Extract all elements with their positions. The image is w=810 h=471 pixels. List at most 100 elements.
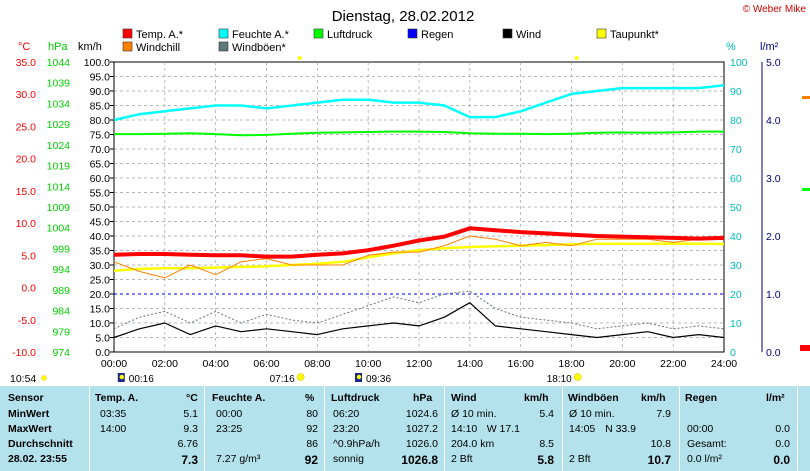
stats-header-sensor: Sensor bbox=[8, 392, 44, 404]
stats-humidity-value: 80 bbox=[306, 408, 318, 420]
series-line-windchill bbox=[113, 235, 724, 279]
weather-chart: Dienstag, 28.02.2012 © Weber Mike Temp. … bbox=[10, 4, 810, 385]
stats-gust-value: 10.7 bbox=[647, 453, 671, 467]
legend-label-5: Taupunkt* bbox=[610, 29, 660, 41]
legend-swatch-6 bbox=[122, 41, 133, 52]
x-tick-label: 04:00 bbox=[203, 358, 229, 370]
stats-temp-time: 14:00 bbox=[100, 423, 127, 435]
stats-wind-mid: W 17.1 bbox=[486, 423, 520, 435]
stats-wind-left: 2 Bft bbox=[451, 453, 473, 465]
stats-temp-value: 7.3 bbox=[181, 453, 198, 467]
humidity-tick-label: 0 bbox=[730, 347, 736, 359]
axes: 35.0 30.0 25.0 20.0 15.0 10.0 5.0 0.0 -5.0 -10.0 1… bbox=[12, 57, 781, 370]
radiation-tick-label: 1.0 bbox=[766, 289, 781, 301]
x-tick-label: 10:00 bbox=[355, 358, 381, 370]
stats-row-label: MinWert bbox=[8, 408, 50, 420]
stats-header-humidity: Feuchte A. bbox=[212, 392, 266, 404]
radiation-tick-label: 2.0 bbox=[766, 231, 781, 243]
moonrise-glyph bbox=[356, 374, 362, 380]
stats-gust-left: 14:05 bbox=[569, 423, 596, 435]
moonset-glyph bbox=[119, 374, 124, 380]
temp-tick-label: 5.0 bbox=[21, 250, 36, 262]
sunrise-time: 07:16 bbox=[270, 374, 295, 385]
stats-rain-value: 0.0 bbox=[775, 438, 790, 450]
stats-wind-value: 5.8 bbox=[537, 453, 554, 467]
pressure-tick-label: 1019 bbox=[47, 161, 71, 173]
series-line-taupunkt bbox=[113, 242, 725, 273]
stats-header-wind: Wind bbox=[451, 392, 477, 404]
stats-header-wind-unit: km/h bbox=[524, 392, 549, 404]
legend-swatch-2 bbox=[313, 28, 324, 39]
temp-tick-label: 0.0 bbox=[21, 283, 36, 295]
stats-header-gusts: Windböen bbox=[568, 392, 619, 404]
radiation-tick-label: 5.0 bbox=[766, 57, 781, 69]
legend-swatch-0 bbox=[122, 28, 133, 39]
legend-label-7: Windböen* bbox=[232, 42, 287, 54]
x-tick-label: 12:00 bbox=[406, 358, 432, 370]
pressure-tick-label: 1004 bbox=[47, 223, 71, 235]
pressure-tick-label: 1024 bbox=[47, 140, 71, 152]
humidity-tick-label: 60 bbox=[730, 173, 742, 185]
pressure-tick-label: 974 bbox=[52, 347, 70, 359]
pressure-tick-label: 1044 bbox=[47, 57, 71, 69]
x-tick-label: 02:00 bbox=[152, 358, 178, 370]
temp-tick-label: 15.0 bbox=[16, 186, 37, 198]
wind-tick-label: 15.0 bbox=[90, 304, 111, 316]
pressure-tick-label: 1014 bbox=[47, 181, 71, 193]
stats-rain-value: 0.0 bbox=[773, 453, 790, 467]
stats-wind-left: 14:10 bbox=[451, 423, 478, 435]
wind-tick-label: 35.0 bbox=[90, 246, 111, 258]
series-layer bbox=[113, 83, 725, 339]
stats-row-label: 28.02. 23:55 bbox=[8, 453, 67, 465]
stats-wind-left: Ø 10 min. bbox=[451, 408, 497, 420]
copyright-label: © Weber Mike bbox=[743, 4, 807, 15]
stats-wind-value: 5.4 bbox=[539, 408, 554, 420]
stats-temp-value: 6.76 bbox=[177, 438, 198, 450]
wind-tick-label: 40.0 bbox=[90, 231, 111, 243]
current-time-icon bbox=[41, 375, 47, 381]
sunset-time: 18:10 bbox=[547, 374, 572, 385]
wind-tick-label: 50.0 bbox=[90, 202, 111, 214]
stats-wind-left: 204.0 km bbox=[451, 438, 495, 450]
stats-humidity-value: 92 bbox=[306, 423, 318, 435]
legend-swatch-4 bbox=[502, 28, 513, 39]
wind-tick-label: 25.0 bbox=[90, 275, 111, 287]
temp-tick-label: 10.0 bbox=[16, 218, 37, 230]
stats-temp-value: 9.3 bbox=[183, 423, 198, 435]
humidity-unit-label: % bbox=[726, 41, 736, 53]
stats-pressure-time: sonnig bbox=[333, 453, 364, 465]
stats-wind-value: 8.5 bbox=[539, 438, 554, 450]
stats-header-pressure: Luftdruck bbox=[331, 392, 380, 404]
stats-pressure-value: 1026.8 bbox=[401, 453, 438, 467]
stats-pressure-value: 1026.0 bbox=[405, 438, 438, 450]
stats-humidity-time: 00:00 bbox=[216, 408, 243, 420]
wind-tick-label: 85.0 bbox=[90, 101, 111, 113]
stats-gust-left: 2 Bft bbox=[569, 453, 591, 465]
chart-title: Dienstag, 28.02.2012 bbox=[332, 8, 475, 25]
sunset-icon bbox=[573, 373, 582, 381]
stats-row-label: Durchschnitt bbox=[8, 438, 73, 450]
wind-tick-label: 10.0 bbox=[90, 318, 111, 330]
wind-tick-label: 5.0 bbox=[95, 333, 110, 345]
stats-gust-left: Ø 10 min. bbox=[569, 408, 615, 420]
stats-rain-left: 00:00 bbox=[687, 423, 714, 435]
stats-rain-left: Gesamt: bbox=[687, 438, 727, 450]
stats-humidity-value: 86 bbox=[306, 438, 318, 450]
sunset-top-marker bbox=[574, 56, 579, 60]
temp-tick-label: -10.0 bbox=[12, 347, 36, 359]
wind-tick-label: 0.0 bbox=[95, 347, 110, 359]
humidity-tick-label: 10 bbox=[730, 318, 742, 330]
humidity-tick-label: 50 bbox=[730, 202, 742, 214]
stats-header-temp-unit: °C bbox=[186, 392, 198, 404]
pressure-unit-label: hPa bbox=[48, 41, 68, 53]
temp-tick-label: 30.0 bbox=[16, 89, 37, 101]
radiation-unit-label: l/m² bbox=[760, 41, 779, 53]
wind-tick-label: 30.0 bbox=[90, 260, 111, 272]
x-tick-label: 16:00 bbox=[508, 358, 534, 370]
series-line-windben bbox=[113, 290, 725, 330]
pressure-tick-label: 1009 bbox=[47, 202, 71, 214]
legend-label-3: Regen bbox=[421, 29, 453, 41]
moonrise-time: 09:36 bbox=[366, 374, 391, 385]
pressure-tick-label: 999 bbox=[52, 243, 70, 255]
wind-tick-label: 60.0 bbox=[90, 173, 111, 185]
